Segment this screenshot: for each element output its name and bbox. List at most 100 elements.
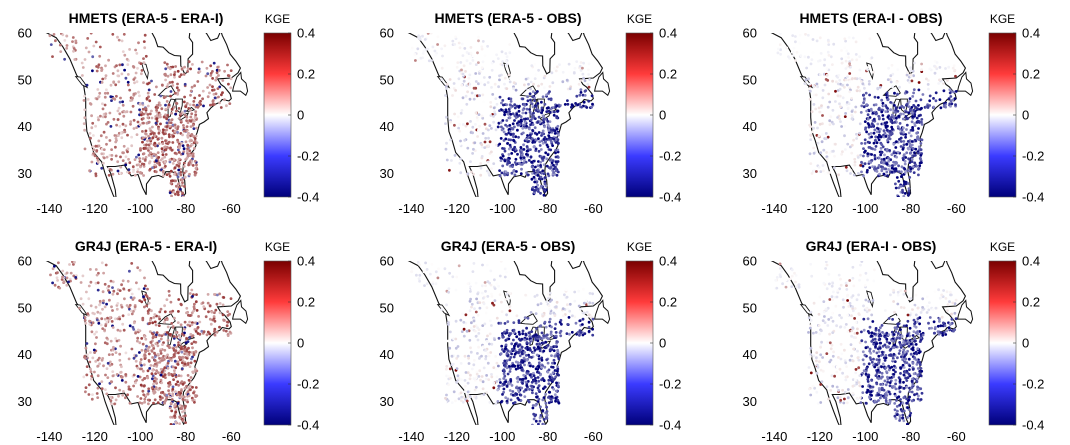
station-point [168,141,171,144]
station-point [528,332,531,335]
station-point [99,312,102,315]
station-point [887,116,890,119]
station-point [494,86,497,89]
station-point [506,331,509,334]
station-point [163,116,166,119]
station-point [89,268,92,271]
station-point [838,102,841,105]
station-point [523,364,526,367]
station-point [96,311,99,314]
station-point [543,423,546,426]
station-point [547,110,550,113]
station-point [460,69,463,72]
station-point [523,390,526,393]
station-point [165,108,168,111]
station-point [418,274,421,277]
station-point [181,184,184,187]
station-point [855,368,858,371]
station-point [98,55,101,58]
station-point [159,104,162,107]
station-point [537,108,540,111]
station-point [504,160,507,163]
station-point [58,287,61,290]
station-point [501,64,504,67]
station-point [865,92,868,95]
station-point [142,157,145,160]
station-point [446,159,449,162]
station-point [531,95,534,98]
colorbar-tick-label: 0 [1022,108,1029,123]
station-point [514,161,517,164]
station-point [192,124,195,127]
station-point [158,311,161,314]
station-point [447,321,450,324]
station-point [143,335,146,338]
station-point [821,140,824,143]
station-point [123,329,126,332]
station-point [910,135,913,138]
station-point [88,383,91,386]
station-point [533,99,536,102]
station-point [130,136,133,139]
station-point [523,148,526,151]
station-point [83,122,86,125]
station-point [133,322,136,325]
station-point [472,363,475,366]
station-point [127,81,130,84]
station-point [202,305,205,308]
station-point [912,129,915,132]
station-point [884,168,887,171]
station-point [209,84,212,87]
station-point [587,100,590,103]
station-point [902,148,905,151]
station-point [481,375,484,378]
station-point [525,125,528,128]
station-point [170,90,173,93]
station-point [878,173,881,176]
lat-tick-label: 50 [380,300,394,315]
station-point [161,150,164,153]
station-point [573,300,576,303]
station-point [512,122,515,125]
station-point [177,352,180,355]
station-point [543,172,546,175]
station-point [557,134,560,137]
station-point [917,104,920,107]
station-point [137,329,140,332]
station-point [869,161,872,164]
station-point [49,274,52,277]
station-point [134,305,137,308]
station-point [899,398,902,401]
station-point [177,321,180,324]
station-point [549,149,552,152]
station-point [132,385,135,388]
station-point [193,84,196,87]
station-point [954,75,957,78]
station-point [159,123,162,126]
station-point [489,319,492,322]
station-point [159,116,162,119]
station-point [189,365,192,368]
station-point [177,89,180,92]
station-point [448,287,451,290]
station-point [510,152,513,155]
station-point [579,308,582,311]
station-point [105,393,108,396]
station-point [193,303,196,306]
station-point [141,319,144,322]
station-point [169,95,172,98]
station-point [151,344,154,347]
station-point [194,368,197,371]
station-point [857,156,860,159]
station-point [819,59,822,62]
station-point [144,133,147,136]
station-point [178,117,181,120]
station-point [104,96,107,99]
station-point [551,71,554,74]
station-point [794,59,797,62]
station-point [108,174,111,177]
station-point [504,322,507,325]
lon-tick-label: -100 [127,429,153,444]
station-point [790,285,793,288]
station-point [533,181,536,184]
